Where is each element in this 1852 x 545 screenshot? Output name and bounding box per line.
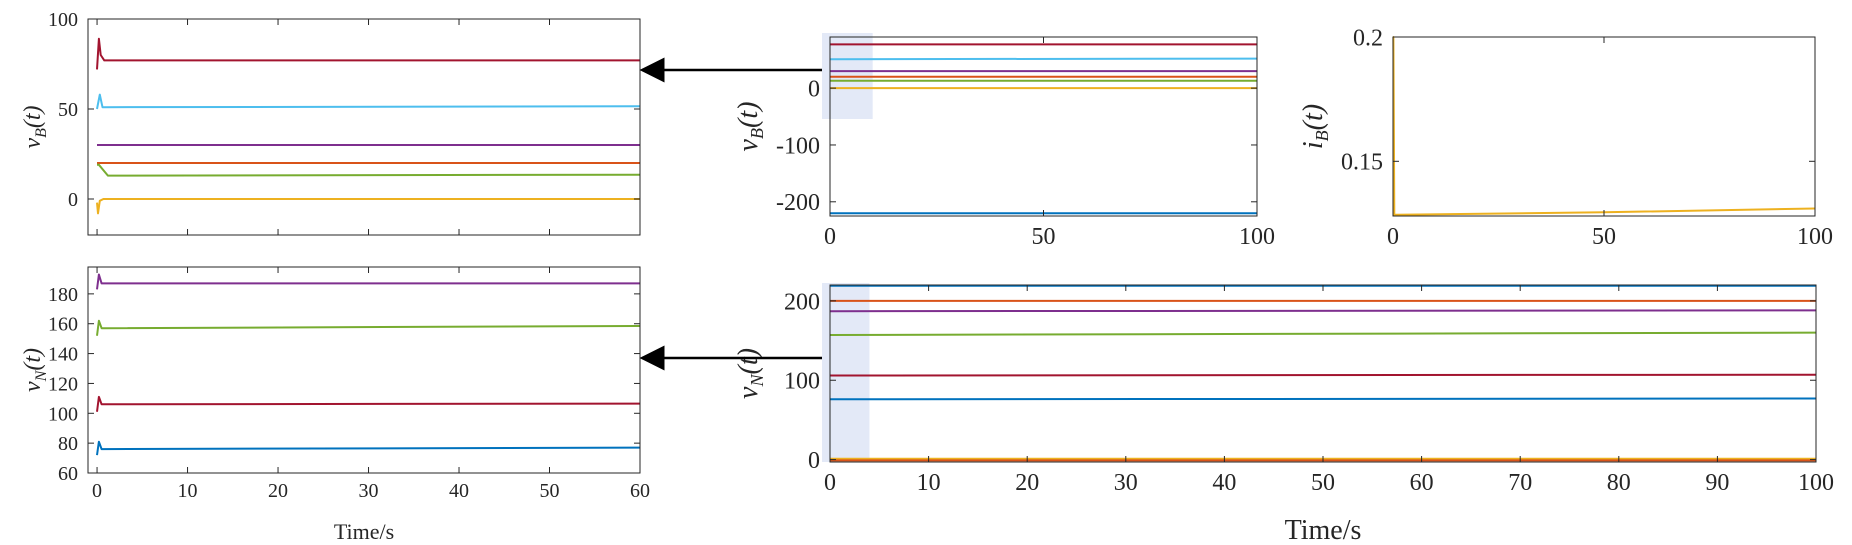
- y-axis-label-var: v: [20, 138, 46, 149]
- y-tick-label: 50: [58, 99, 78, 121]
- y-tick-label: 140: [48, 344, 78, 366]
- x-tick-label: 60: [1410, 470, 1434, 496]
- x-tick-label: 100: [1239, 224, 1275, 250]
- x-tick-label: 80: [1607, 470, 1631, 496]
- y-axis-label: vB(t): [733, 102, 767, 152]
- x-tick-label: 30: [359, 480, 379, 502]
- chart-vb-full: 0 50 100 0 -100 -200 vB(t): [733, 33, 1275, 250]
- x-tick-label: 30: [1114, 470, 1138, 496]
- series-line-green: [96, 319, 641, 336]
- x-tick-label: 0: [1387, 224, 1399, 250]
- zoom-highlight-region: [822, 283, 870, 462]
- y-tick-label: 100: [784, 369, 820, 395]
- y-tick-label: 60: [58, 463, 78, 485]
- y-axis-label-sub: N: [747, 374, 767, 388]
- y-axis-label: vN(t): [733, 348, 767, 399]
- x-tick-label: 50: [1032, 224, 1056, 250]
- series-line-crimson: [96, 395, 641, 412]
- y-tick-label: 120: [48, 373, 78, 395]
- y-tick-label: 80: [58, 433, 78, 455]
- y-axis-label-var: v: [733, 386, 764, 399]
- x-tick-label: 0: [92, 480, 102, 502]
- y-tick-label: 0.2: [1353, 25, 1383, 51]
- y-axis-label-arg: (t): [1298, 104, 1329, 130]
- x-tick-label: 50: [540, 480, 560, 502]
- x-axis-label: Time/s: [334, 519, 394, 544]
- axes-box: [87, 18, 641, 236]
- series-line-yellow: [96, 198, 640, 215]
- y-tick-label: -200: [776, 190, 820, 216]
- y-axis-label: vB(t): [20, 105, 50, 148]
- chart-vn-zoom: 0 10 20 30 40 50 60 60 80 100 120 140 160 180 vN(t) Tim…: [20, 266, 650, 544]
- series-line-yellow: [1392, 36, 1816, 216]
- x-tick-label: 10: [917, 470, 941, 496]
- y-axis-label: vN(t): [20, 348, 50, 392]
- series-line-green: [829, 331, 1817, 336]
- chart-vn-full: 0 10 20 30 40 50 60 70 80 90 100 0 100 200 vN(t) Time/s: [733, 283, 1834, 545]
- y-tick-label: 0: [808, 77, 820, 103]
- x-tick-label: 10: [178, 480, 198, 502]
- x-axis-label: Time/s: [1285, 515, 1362, 545]
- y-axis-label-sub: B: [1312, 130, 1332, 141]
- y-axis-label-arg: (t): [733, 102, 764, 128]
- x-tick-label: 100: [1797, 224, 1833, 250]
- series-line-purple: [96, 273, 640, 290]
- y-tick-label: 100: [48, 403, 78, 425]
- y-tick-label: 180: [48, 284, 78, 306]
- x-tick-label: 0: [824, 470, 836, 496]
- x-tick-label: 20: [1015, 470, 1039, 496]
- series-line-blue: [96, 440, 641, 456]
- y-tick-label: 0.15: [1341, 150, 1383, 176]
- x-tick-label: 60: [630, 480, 650, 502]
- y-tick-label: 0: [808, 448, 820, 474]
- x-tick-label: 50: [1592, 224, 1616, 250]
- y-axis-label-var: v: [20, 381, 46, 392]
- y-axis-label-sub: B: [747, 128, 767, 139]
- y-tick-label: -100: [776, 133, 820, 159]
- y-axis-label: iB(t): [1298, 104, 1332, 149]
- x-tick-label: 50: [1311, 470, 1335, 496]
- x-tick-label: 40: [449, 480, 469, 502]
- series-line-blue: [829, 397, 1817, 401]
- series-line-purple: [829, 309, 1817, 313]
- x-tick-label: 100: [1798, 470, 1834, 496]
- y-tick-label: 0: [68, 189, 78, 211]
- series-line-crimson: [96, 37, 640, 70]
- x-tick-label: 70: [1508, 470, 1532, 496]
- y-tick-label: 160: [48, 314, 78, 336]
- x-tick-label: 40: [1212, 470, 1236, 496]
- y-axis-label-arg: (t): [20, 105, 46, 128]
- series-line-crimson: [829, 373, 1817, 377]
- y-axis-label-arg: (t): [20, 348, 46, 371]
- axes-box: [87, 266, 641, 474]
- series-line-cyan: [829, 57, 1258, 61]
- axes-box: [829, 36, 1258, 217]
- y-axis-label-var: i: [1298, 141, 1329, 149]
- chart-vb-zoom: 0 50 100 vB(t): [20, 9, 641, 236]
- chart-ib: 0 50 100 0.15 0.2 iB(t): [1298, 25, 1833, 250]
- y-tick-label: 200: [784, 289, 820, 315]
- x-tick-label: 0: [824, 224, 836, 250]
- x-tick-label: 20: [268, 480, 288, 502]
- series-line-cyan: [96, 93, 641, 110]
- y-tick-label: 100: [48, 9, 78, 31]
- y-axis-label-sub: N: [33, 369, 50, 382]
- y-axis-label-sub: B: [33, 128, 50, 138]
- x-tick-label: 90: [1705, 470, 1729, 496]
- y-axis-label-var: v: [733, 138, 764, 151]
- series-line-green: [97, 163, 641, 177]
- axes-box: [1392, 36, 1816, 217]
- y-axis-label-arg: (t): [733, 348, 764, 374]
